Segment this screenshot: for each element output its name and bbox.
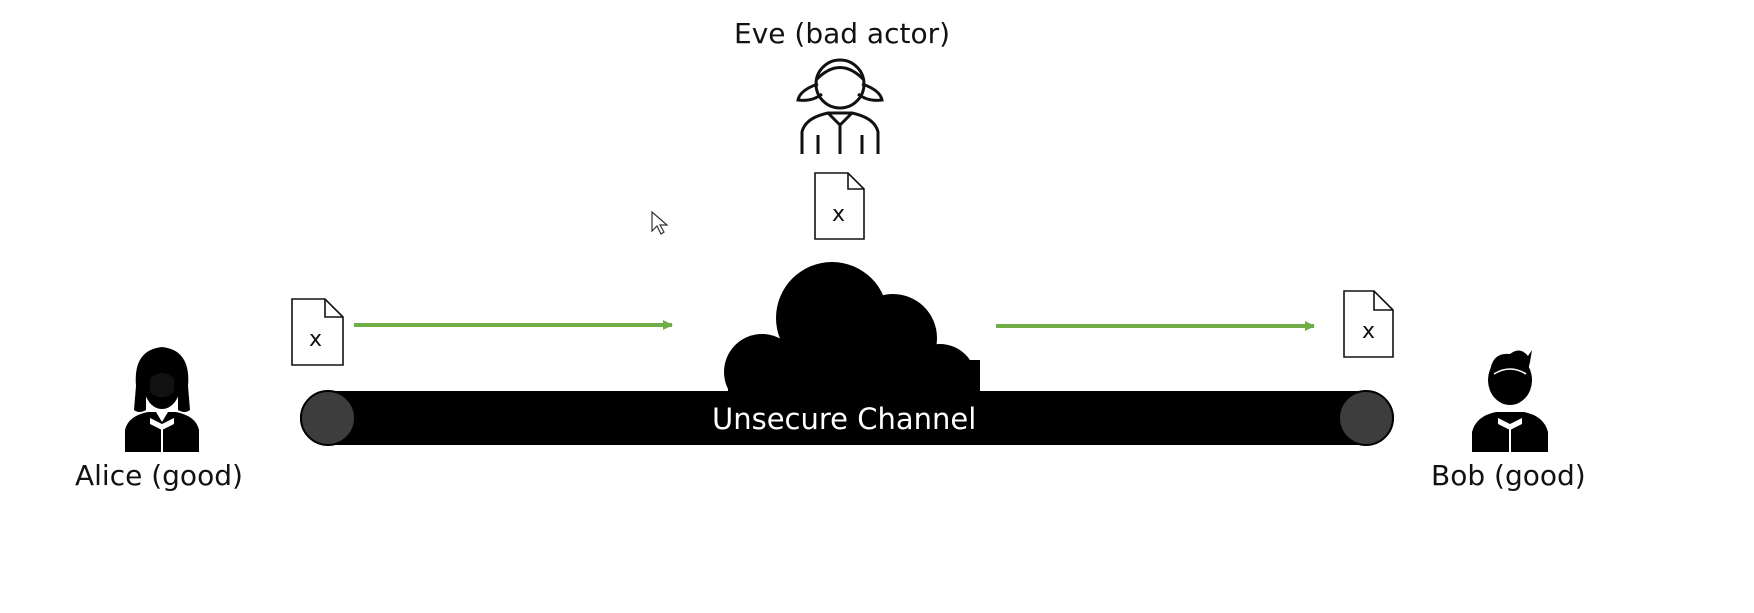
channel-label: Unsecure Channel	[712, 402, 977, 436]
bob-label: Bob (good)	[1431, 459, 1586, 492]
mouse-cursor-icon	[651, 210, 669, 235]
document-icon-eve	[814, 172, 865, 240]
bob-person-icon	[1472, 350, 1548, 452]
eve-document-mark: x	[832, 202, 846, 227]
alice-label: Alice (good)	[75, 459, 243, 492]
bob-document-mark: x	[1362, 319, 1376, 344]
document-icon-bob	[1343, 290, 1394, 358]
document-icon-alice	[291, 298, 344, 366]
alice-document-mark: x	[309, 327, 323, 352]
eve-label: Eve (bad actor)	[734, 17, 951, 50]
eve-person-icon	[796, 58, 884, 154]
alice-person-icon	[125, 347, 199, 452]
channel-pipe	[300, 390, 1394, 446]
